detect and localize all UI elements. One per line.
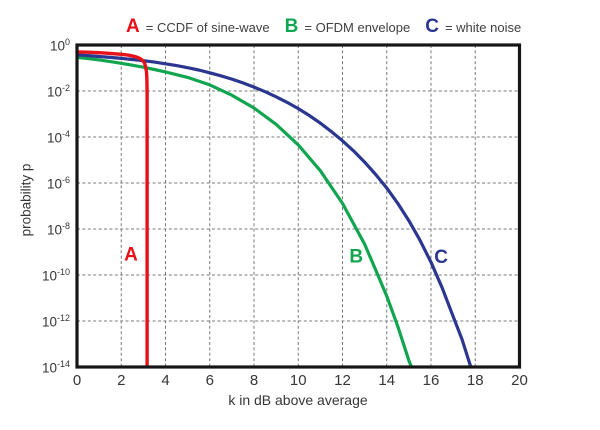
- x-tick-label: 16: [422, 372, 440, 389]
- y-tick-label: 10-12: [41, 312, 70, 330]
- series-C-curve: [75, 53, 473, 368]
- x-tick-label: 2: [117, 372, 126, 389]
- x-axis-label: k in dB above average: [228, 392, 368, 408]
- y-tick-label: 10-8: [46, 220, 70, 238]
- x-tick-label: 10: [289, 372, 307, 389]
- series-B-curve: [75, 55, 414, 368]
- legend-item-b: B = OFDM envelope: [285, 17, 411, 36]
- series-A-curve: [75, 50, 149, 368]
- legend-item-a: A = CCDF of sine-wave: [126, 17, 270, 36]
- y-tick-label: 10-10: [41, 266, 70, 284]
- y-tick-label: 100: [49, 36, 70, 54]
- legend-letter-b: B: [284, 16, 299, 37]
- y-tick-label: 10-4: [46, 128, 70, 146]
- plot-frame: [75, 43, 522, 369]
- y-tick-label: 10-2: [46, 82, 70, 100]
- x-tick-label: 6: [205, 372, 214, 389]
- x-tick-label: 12: [334, 372, 351, 389]
- y-tick-label: 10-14: [41, 358, 70, 376]
- series-label-A: A: [124, 244, 138, 265]
- legend-text-c: = white noise: [444, 20, 522, 35]
- legend-letter-a: A: [126, 16, 140, 37]
- x-tick-label: 8: [249, 372, 259, 389]
- series-label-B: B: [349, 247, 363, 268]
- y-tick-label: 10-6: [46, 174, 70, 192]
- x-tick-label: 0: [72, 372, 82, 389]
- legend-item-c: C = white noise: [425, 17, 521, 36]
- legend-text-a: = CCDF of sine-wave: [145, 20, 270, 35]
- legend: A = CCDF of sine-wave B = OFDM envelope …: [126, 17, 521, 36]
- x-tick-label: 20: [511, 372, 528, 389]
- x-tick-label: 4: [161, 372, 170, 389]
- legend-letter-c: C: [425, 16, 439, 37]
- legend-text-b: = OFDM envelope: [304, 20, 411, 35]
- x-tick-label: 18: [466, 372, 484, 389]
- series-label-C: C: [434, 247, 448, 268]
- x-tick-label: 14: [378, 372, 396, 389]
